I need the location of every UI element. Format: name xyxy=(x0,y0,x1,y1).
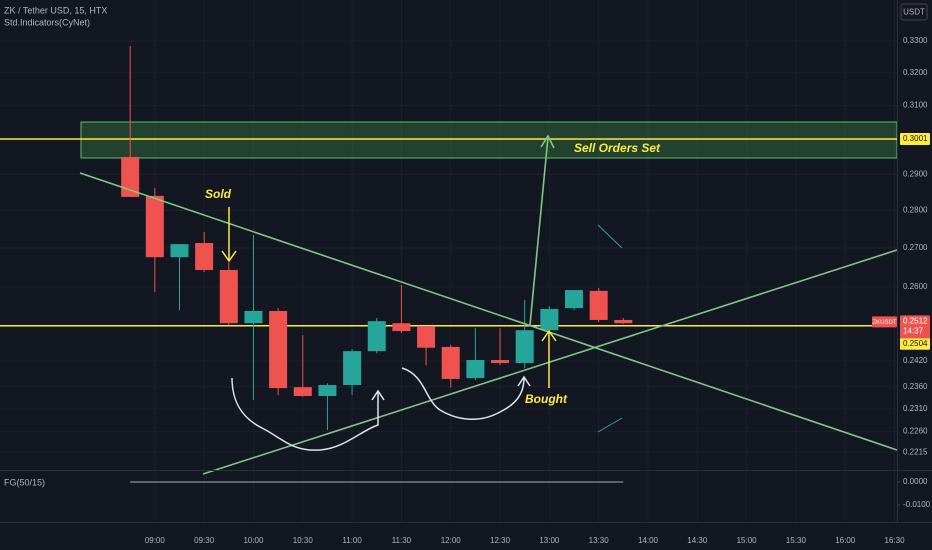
candle-body xyxy=(565,290,584,309)
y-tick-label: 0.2360 xyxy=(903,382,928,391)
x-tick-label: 13:00 xyxy=(539,536,560,545)
symbol-tag: ZKUSDT xyxy=(873,320,897,326)
candle-body xyxy=(170,244,189,258)
y-tick-label: 0.3100 xyxy=(903,101,928,110)
currency-box[interactable] xyxy=(900,3,928,21)
brace xyxy=(401,367,525,420)
candle-body xyxy=(614,319,633,324)
brace-drawings xyxy=(231,367,531,451)
indicator-tick-label: 0.0000 xyxy=(903,477,928,486)
annotation: Bought xyxy=(525,392,568,406)
trend-line xyxy=(202,249,898,475)
candle-body xyxy=(293,387,312,396)
x-tick-label: 09:30 xyxy=(194,536,215,545)
indicator-tick-label: -0.0100 xyxy=(903,500,931,509)
candle-body xyxy=(367,321,386,352)
annotation: Sold xyxy=(205,187,232,201)
x-tick-label: 10:30 xyxy=(293,536,314,545)
level-tag xyxy=(900,337,930,350)
arrow-head xyxy=(221,250,237,263)
x-tick-label: 12:00 xyxy=(441,536,462,545)
arrow-head xyxy=(540,134,555,149)
x-tick-label: 16:00 xyxy=(835,536,856,545)
y-tick-label: 0.2215 xyxy=(903,447,928,456)
x-tick-label: 15:30 xyxy=(786,536,807,545)
arrow-head xyxy=(517,375,531,387)
sell-zone xyxy=(80,121,898,159)
candle-body xyxy=(121,157,140,197)
candle-body xyxy=(540,308,559,331)
arrow-head xyxy=(541,329,557,342)
y-tick-label: 0.3300 xyxy=(903,36,928,45)
candle-body xyxy=(392,323,411,332)
levels xyxy=(0,138,897,327)
x-tick-label: 14:30 xyxy=(687,536,708,545)
chart-title: ZK / Tether USD, 15, HTX xyxy=(4,5,107,15)
last-price-tag xyxy=(900,315,930,339)
chart-subtitle: Std.Indicators(CyNet) xyxy=(4,17,90,27)
axes: 0.3300 0.3200 0.3100 0.2900 0.2800 0.2700 0.26… xyxy=(130,36,931,545)
candle-body xyxy=(318,385,337,396)
countdown: 14:37 xyxy=(903,327,924,336)
projection xyxy=(597,417,623,433)
candle-body xyxy=(219,269,238,324)
candle-body xyxy=(145,195,164,258)
y-tick-label: 0.2900 xyxy=(903,169,928,178)
arrow-head xyxy=(371,389,385,401)
signal-arrows xyxy=(221,207,557,388)
x-tick-label: 09:00 xyxy=(145,536,166,545)
y-tick-label: 0.3200 xyxy=(903,68,928,77)
y-tick-label: 0.2420 xyxy=(903,356,928,365)
candle-body xyxy=(466,360,485,379)
annotation: Sell Orders Set xyxy=(574,141,661,155)
level-label: 0.2504 xyxy=(903,339,928,348)
x-tick-label: 14:00 xyxy=(638,536,659,545)
y-tick-label: 0.2260 xyxy=(903,427,928,436)
candle-body xyxy=(515,330,534,364)
indicator-name: FG(50/15) xyxy=(4,477,45,487)
candle-body xyxy=(269,310,288,389)
trend-line xyxy=(79,172,898,451)
drawings xyxy=(79,134,898,475)
x-tick-label: 16:30 xyxy=(885,536,906,545)
y-tick-label: 0.2600 xyxy=(903,282,928,291)
x-tick-label: 15:00 xyxy=(737,536,758,545)
y-tick-label: 0.2700 xyxy=(903,243,928,252)
x-tick-label: 10:00 xyxy=(243,536,264,545)
candles xyxy=(121,46,633,431)
candle-body xyxy=(195,243,214,270)
x-tick-label: 13:30 xyxy=(589,536,610,545)
candle-body xyxy=(491,360,510,364)
x-tick-label: 11:00 xyxy=(342,536,362,545)
candle-body xyxy=(417,326,436,348)
candle-body xyxy=(441,346,460,379)
x-tick-label: 11:30 xyxy=(392,536,412,545)
currency[interactable]: USDT xyxy=(903,8,925,17)
level-tag xyxy=(900,132,930,145)
projection xyxy=(597,224,623,249)
candle-body xyxy=(343,351,362,386)
y-tick-label: 0.2310 xyxy=(903,404,928,413)
level-label: 0.3001 xyxy=(903,134,928,143)
candle-body xyxy=(244,310,263,324)
y-tick-label: 0.2800 xyxy=(903,206,928,215)
target-arrow xyxy=(529,136,549,326)
x-tick-label: 12:30 xyxy=(490,536,511,545)
symbol-tag-box xyxy=(872,316,897,328)
candle-body xyxy=(589,290,608,320)
last-price-label: 0.2512 xyxy=(903,317,928,326)
brace xyxy=(231,377,379,451)
